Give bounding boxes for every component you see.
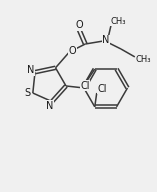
- Text: O: O: [69, 46, 76, 56]
- Text: N: N: [27, 65, 35, 75]
- Text: N: N: [102, 35, 110, 45]
- Text: S: S: [25, 88, 31, 98]
- Text: CH₃: CH₃: [110, 17, 126, 26]
- Text: CH₃: CH₃: [136, 55, 152, 64]
- Text: N: N: [46, 101, 54, 111]
- Text: Cl: Cl: [80, 81, 90, 91]
- Text: Cl: Cl: [98, 84, 107, 94]
- Text: O: O: [76, 20, 83, 30]
